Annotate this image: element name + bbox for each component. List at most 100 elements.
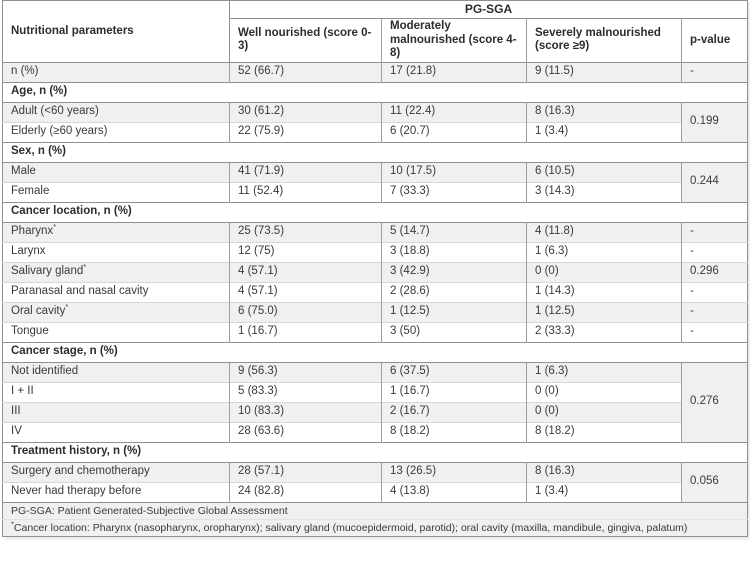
table-row: Adult (<60 years) 30 (61.2) 11 (22.4) 8 (16… <box>2 101 748 143</box>
cell-value: 1 (14.3) <box>526 281 682 303</box>
p-value-cell: - <box>680 241 748 263</box>
cell-value: 6 (20.7) <box>381 121 527 143</box>
footnote-abbreviation: PG-SGA: Patient Generated-Subjective Glo… <box>2 501 748 520</box>
table-header: Nutritional parameters PG-SGA Well nouri… <box>2 0 748 63</box>
row-label: Paranasal and nasal cavity <box>2 281 230 303</box>
table-row: Pharynx* 25 (73.5) 5 (14.7) 4 (11.8) - <box>2 221 748 243</box>
cell-value: 6 (37.5) <box>381 361 527 383</box>
table-row: n (%) 52 (66.7) 17 (21.8) 9 (11.5) - <box>2 61 748 83</box>
section-header-label: Cancer stage, n (%) <box>2 341 748 363</box>
cell-value: 22 (75.9) <box>229 121 382 143</box>
row-label: Tongue <box>2 321 230 343</box>
row-label: Never had therapy before <box>2 481 230 503</box>
cell-value: 2 (28.6) <box>381 281 527 303</box>
cell-value: 4 (57.1) <box>229 281 382 303</box>
table-row: IV 28 (63.6) 8 (18.2) 8 (18.2) <box>2 421 748 443</box>
p-value-cell: - <box>680 321 748 343</box>
pg-sga-table: Nutritional parameters PG-SGA Well nouri… <box>2 0 749 538</box>
table-row: Paranasal and nasal cavity 4 (57.1) 2 (28.… <box>2 281 748 303</box>
nutrition-status-table-container: Nutritional parameters PG-SGA Well nouri… <box>2 0 750 538</box>
p-value-cell: 0.276 <box>680 361 748 443</box>
column-header-severely-malnourished: Severely malnourished (score ≥9) <box>526 18 682 63</box>
footnote-row: *Cancer location: Pharynx (nasopharynx, … <box>2 519 748 537</box>
section-header-label: Treatment history, n (%) <box>2 441 748 463</box>
footnote-cancer-location: *Cancer location: Pharynx (nasopharynx, … <box>2 519 748 537</box>
cell-value: 8 (16.3) <box>526 101 682 123</box>
cell-value: 2 (16.7) <box>381 401 527 423</box>
cell-value: 17 (21.8) <box>381 61 527 83</box>
column-header-nutritional-parameters: Nutritional parameters <box>2 0 230 63</box>
section-header-label: Cancer location, n (%) <box>2 201 748 223</box>
footnote-marker: * <box>11 519 14 529</box>
cell-value: 0 (0) <box>526 401 682 423</box>
row-label: Not identified <box>2 361 230 383</box>
cell-value: 2 (33.3) <box>526 321 682 343</box>
table-row: Not identified 9 (56.3) 6 (37.5) 1 (6.3) 0.2… <box>2 361 748 443</box>
p-value-cell: - <box>680 301 748 323</box>
cell-value: 11 (52.4) <box>229 181 382 203</box>
p-value-cell: - <box>680 281 748 303</box>
cell-value: 4 (13.8) <box>381 481 527 503</box>
table-row: Tongue 1 (16.7) 3 (50) 2 (33.3) - <box>2 321 748 343</box>
footnote-row: PG-SGA: Patient Generated-Subjective Glo… <box>2 501 748 520</box>
cell-value: 1 (6.3) <box>526 361 682 383</box>
footnote-text: Cancer location: Pharynx (nasopharynx, o… <box>13 522 688 535</box>
p-value-cell: - <box>680 221 748 243</box>
footnote-marker: * <box>83 262 87 272</box>
cell-value: 24 (82.8) <box>229 481 382 503</box>
cell-value: 11 (22.4) <box>381 101 527 123</box>
cell-value: 1 (3.4) <box>526 121 682 143</box>
p-value-cell: 0.244 <box>680 161 748 203</box>
row-label: n (%) <box>2 61 230 83</box>
cell-value: 4 (57.1) <box>229 261 382 283</box>
cell-value: 0 (0) <box>526 261 682 283</box>
cell-value: 28 (63.6) <box>229 421 382 443</box>
cell-value: 10 (17.5) <box>381 161 527 183</box>
section-header-label: Age, n (%) <box>2 81 748 103</box>
column-header-moderately-malnourished: Moderately malnourished (score 4-8) <box>381 18 527 63</box>
section-header-row: Cancer location, n (%) <box>2 201 748 223</box>
row-label: Salivary gland* <box>2 261 230 283</box>
cell-value: 8 (16.3) <box>526 461 682 483</box>
table-row: Salivary gland* 4 (57.1) 3 (42.9) 0 (0) 0.29… <box>2 261 748 283</box>
column-header-row: Well nourished (score 0-3) Moderately ma… <box>3 18 748 63</box>
p-value-cell: - <box>680 61 748 83</box>
cell-value: 52 (66.7) <box>229 61 382 83</box>
row-label: III <box>2 401 230 423</box>
cell-value: 1 (16.7) <box>229 321 382 343</box>
cell-value: 4 (11.8) <box>526 221 682 243</box>
cell-value: 25 (73.5) <box>229 221 382 243</box>
cell-value: 28 (57.1) <box>229 461 382 483</box>
cell-value: 3 (18.8) <box>381 241 527 263</box>
table-row: Male 41 (71.9) 10 (17.5) 6 (10.5) 0.244 <box>2 161 748 203</box>
cell-value: 1 (12.5) <box>381 301 527 323</box>
row-label: IV <box>2 421 230 443</box>
cell-value: 0 (0) <box>526 381 682 403</box>
p-value-cell: 0.296 <box>680 261 748 283</box>
column-header-well-nourished: Well nourished (score 0-3) <box>229 18 382 63</box>
cell-value: 6 (75.0) <box>229 301 382 323</box>
cell-value: 10 (83.3) <box>229 401 382 423</box>
section-header-row: Treatment history, n (%) <box>2 441 748 463</box>
p-value-cell: 0.199 <box>680 101 748 143</box>
cell-value: 6 (10.5) <box>526 161 682 183</box>
cell-value: 5 (83.3) <box>229 381 382 403</box>
cell-value: 3 (50) <box>381 321 527 343</box>
row-label: Larynx <box>2 241 230 263</box>
row-label: Surgery and chemotherapy <box>2 461 230 483</box>
cell-value: 8 (18.2) <box>381 421 527 443</box>
row-label: Elderly (≥60 years) <box>2 121 230 143</box>
table-row: Elderly (≥60 years) 22 (75.9) 6 (20.7) 1 (3… <box>2 121 748 143</box>
cell-value: 5 (14.7) <box>381 221 527 243</box>
table-row: I + II 5 (83.3) 1 (16.7) 0 (0) <box>2 381 748 403</box>
table-row: Surgery and chemotherapy 28 (57.1) 13 (26.… <box>2 461 748 503</box>
group-header-row: Nutritional parameters PG-SGA <box>2 0 748 63</box>
row-label: Male <box>2 161 230 183</box>
table-body: n (%) 52 (66.7) 17 (21.8) 9 (11.5) - Age, n (… <box>2 61 748 503</box>
section-header-row: Cancer stage, n (%) <box>2 341 748 363</box>
cell-value: 1 (12.5) <box>526 301 682 323</box>
column-group-pg-sga: PG-SGA <box>229 0 748 19</box>
footnote-marker: * <box>65 302 69 312</box>
cell-value: 13 (26.5) <box>381 461 527 483</box>
table-footnotes: PG-SGA: Patient Generated-Subjective Glo… <box>2 501 748 537</box>
